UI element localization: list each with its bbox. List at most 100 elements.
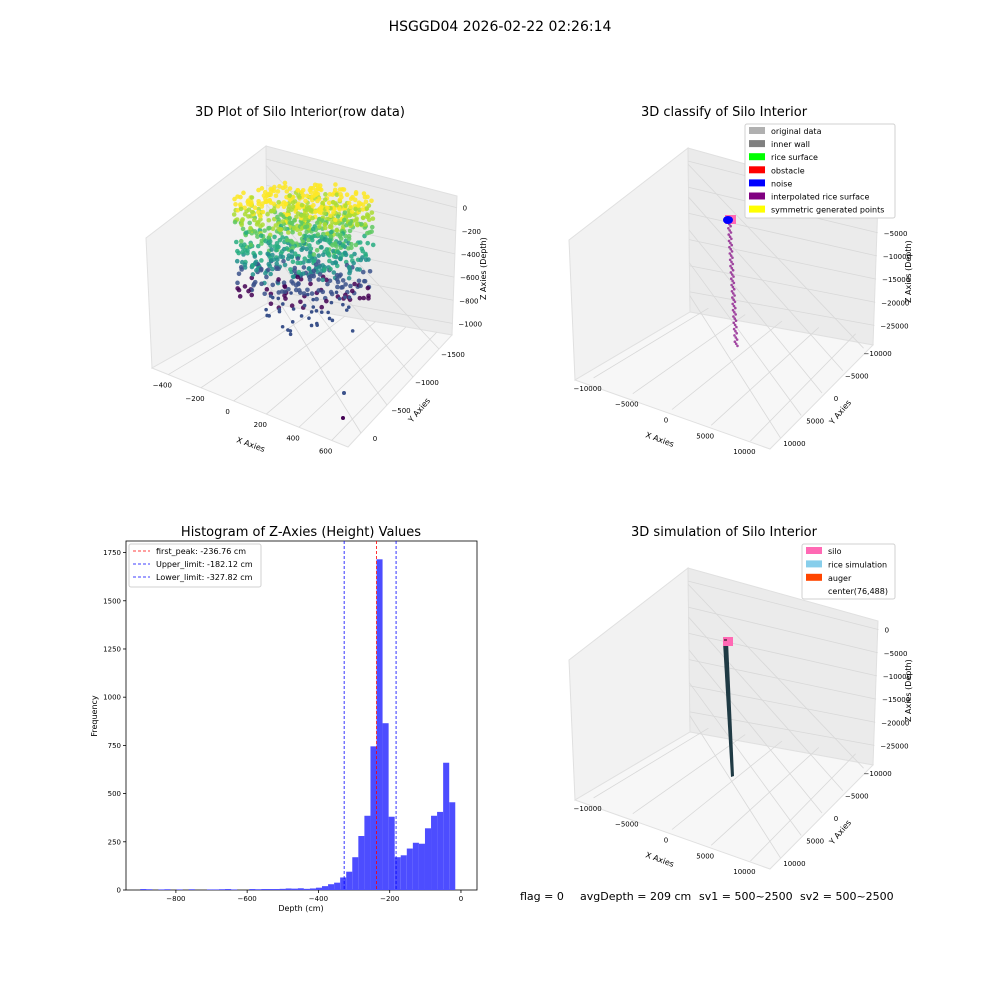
raw-point bbox=[267, 225, 272, 231]
raw-point bbox=[296, 288, 302, 293]
classify-legend-box bbox=[744, 123, 896, 219]
raw-point bbox=[308, 207, 314, 213]
y-tick-label: 5000 bbox=[806, 417, 824, 425]
grid-line-z bbox=[689, 291, 875, 326]
raw-point bbox=[302, 303, 307, 308]
raw-point bbox=[365, 240, 371, 246]
classify-interpolated-point bbox=[731, 308, 735, 312]
raw-point bbox=[337, 240, 343, 246]
grid-line-y bbox=[689, 262, 802, 416]
histogram-bar bbox=[364, 815, 371, 890]
grid-line-z bbox=[688, 606, 878, 654]
grid-line-x bbox=[632, 314, 746, 395]
raw-point bbox=[328, 229, 334, 235]
raw-point bbox=[357, 295, 363, 301]
raw-point bbox=[307, 316, 311, 320]
raw-point bbox=[282, 284, 288, 290]
histogram-bar bbox=[140, 889, 147, 890]
classify-interpolated-point bbox=[730, 283, 733, 287]
x-tick-label: 200 bbox=[254, 421, 267, 429]
raw-point bbox=[322, 225, 328, 231]
raw-point bbox=[351, 260, 356, 266]
raw-point bbox=[300, 193, 306, 198]
raw-point bbox=[311, 258, 317, 264]
raw-point bbox=[366, 217, 372, 222]
raw-point bbox=[344, 308, 349, 312]
raw-point bbox=[264, 274, 269, 280]
classify-legend-swatch bbox=[749, 153, 765, 161]
raw-point bbox=[316, 288, 322, 293]
raw-point bbox=[327, 192, 333, 197]
raw-point bbox=[276, 199, 281, 205]
classify-interpolated-point bbox=[732, 287, 736, 291]
raw-point bbox=[302, 216, 308, 222]
raw-point bbox=[291, 274, 297, 279]
histogram-y-tick-label: 750 bbox=[108, 742, 121, 750]
raw-point bbox=[234, 258, 240, 264]
raw-point bbox=[237, 202, 243, 207]
raw-point bbox=[348, 196, 354, 202]
histogram-y-tick-label: 1000 bbox=[103, 694, 121, 702]
raw-point bbox=[305, 287, 310, 293]
raw-point bbox=[310, 194, 316, 199]
raw-point bbox=[236, 287, 242, 293]
raw-point bbox=[349, 245, 354, 251]
grid-line-x bbox=[168, 305, 284, 375]
classify-3d-plot: 3D classify of Silo Interior −10000 −5000… bbox=[568, 105, 913, 456]
classify-noise-cluster bbox=[723, 216, 733, 224]
raw-point bbox=[333, 217, 338, 223]
histogram-bar bbox=[206, 889, 213, 890]
raw-point bbox=[343, 282, 348, 287]
y-tick-label: −5000 bbox=[845, 793, 869, 801]
simulation-legend-label: auger bbox=[828, 574, 852, 583]
classify-interpolated-point bbox=[733, 323, 737, 327]
histogram-bar bbox=[231, 889, 238, 890]
raw-point bbox=[263, 199, 269, 205]
simulation-y-axis-label: Y Axies bbox=[827, 818, 853, 847]
raw-point bbox=[243, 230, 249, 235]
raw-point bbox=[301, 265, 307, 270]
histogram-bar bbox=[249, 889, 256, 890]
raw-point bbox=[369, 210, 375, 215]
y-tick-label: −10000 bbox=[864, 350, 892, 358]
raw-point bbox=[289, 220, 295, 226]
raw-point bbox=[254, 222, 260, 227]
histogram-bar bbox=[279, 888, 286, 890]
raw-point bbox=[295, 204, 300, 210]
grid-line-y bbox=[688, 229, 823, 394]
raw-point bbox=[238, 206, 244, 212]
z-tick-label: −25000 bbox=[880, 322, 908, 330]
raw-point bbox=[316, 265, 322, 270]
raw-point bbox=[284, 212, 290, 218]
grid-line-x bbox=[331, 332, 437, 441]
histogram-bar bbox=[340, 877, 347, 890]
raw-point bbox=[314, 220, 320, 226]
raw-point bbox=[288, 267, 293, 272]
grid-line-x bbox=[750, 753, 856, 862]
histogram-bar bbox=[328, 884, 335, 890]
raw-point bbox=[307, 253, 312, 259]
raw-point bbox=[316, 277, 321, 282]
classify-interpolated-point bbox=[735, 338, 739, 341]
raw-point bbox=[309, 323, 314, 328]
histogram-x-tick-label: −800 bbox=[166, 895, 185, 903]
raw-point bbox=[263, 270, 268, 276]
raw-point bbox=[287, 186, 293, 191]
raw-point bbox=[286, 230, 291, 235]
classify-interpolated-point bbox=[734, 329, 737, 333]
raw-point bbox=[328, 213, 333, 219]
histogram-bar bbox=[291, 888, 298, 890]
histogram-x-tick-label: −200 bbox=[380, 895, 399, 903]
raw-point bbox=[258, 213, 263, 219]
raw-point bbox=[364, 206, 370, 211]
status-avg-depth: avgDepth = 209 cm bbox=[580, 890, 691, 903]
raw-point bbox=[348, 204, 353, 210]
raw-point bbox=[252, 260, 258, 266]
raw-point bbox=[268, 186, 274, 192]
histogram-bar bbox=[370, 746, 377, 890]
raw-point bbox=[287, 196, 292, 202]
raw-point bbox=[285, 256, 291, 262]
raw-point bbox=[249, 209, 255, 215]
raw-point bbox=[248, 225, 253, 231]
histogram-bar bbox=[158, 889, 165, 890]
